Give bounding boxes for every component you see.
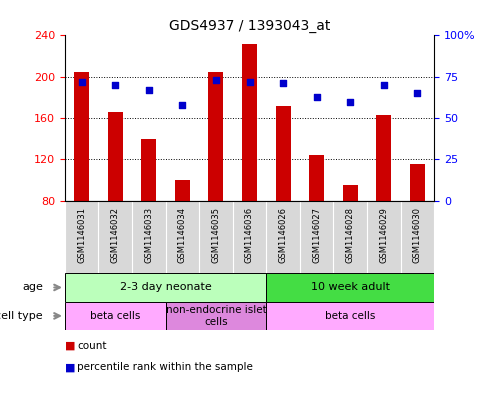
Bar xyxy=(209,72,224,201)
Point xyxy=(212,77,220,83)
Bar xyxy=(65,273,266,302)
Point xyxy=(246,79,253,85)
Text: non-endocrine islet
cells: non-endocrine islet cells xyxy=(166,305,266,327)
Point xyxy=(178,102,186,108)
Text: GSM1146032: GSM1146032 xyxy=(111,207,120,263)
Bar xyxy=(141,139,156,201)
Point xyxy=(413,90,421,96)
Bar xyxy=(65,302,166,330)
Bar xyxy=(242,44,257,201)
Point xyxy=(78,79,86,85)
Point xyxy=(380,82,388,88)
Bar xyxy=(309,155,324,201)
Bar xyxy=(376,115,391,201)
Text: GSM1146034: GSM1146034 xyxy=(178,207,187,263)
Bar xyxy=(275,106,290,201)
Text: GSM1146036: GSM1146036 xyxy=(245,207,254,263)
Bar xyxy=(74,72,89,201)
Point xyxy=(111,82,119,88)
Text: cell type: cell type xyxy=(0,311,43,321)
Title: GDS4937 / 1393043_at: GDS4937 / 1393043_at xyxy=(169,19,330,33)
Text: GSM1146030: GSM1146030 xyxy=(413,207,422,263)
Text: ■: ■ xyxy=(65,341,75,351)
Text: percentile rank within the sample: percentile rank within the sample xyxy=(77,362,253,373)
Point xyxy=(346,98,354,105)
Bar xyxy=(343,185,358,201)
Point xyxy=(279,80,287,86)
Bar xyxy=(166,302,266,330)
Bar xyxy=(108,112,123,201)
Text: GSM1146028: GSM1146028 xyxy=(346,207,355,263)
Text: GSM1146029: GSM1146029 xyxy=(379,207,388,263)
Text: beta cells: beta cells xyxy=(325,311,375,321)
Bar xyxy=(410,163,425,201)
Bar xyxy=(175,180,190,201)
Bar xyxy=(266,273,434,302)
Text: count: count xyxy=(77,341,107,351)
Text: GSM1146027: GSM1146027 xyxy=(312,207,321,263)
Text: beta cells: beta cells xyxy=(90,311,140,321)
Text: GSM1146035: GSM1146035 xyxy=(212,207,221,263)
Bar xyxy=(266,302,434,330)
Point xyxy=(313,94,321,100)
Point xyxy=(145,87,153,93)
Text: 2-3 day neonate: 2-3 day neonate xyxy=(120,283,212,292)
Text: GSM1146033: GSM1146033 xyxy=(144,207,153,263)
Text: 10 week adult: 10 week adult xyxy=(311,283,390,292)
Text: ■: ■ xyxy=(65,362,75,373)
Text: age: age xyxy=(22,283,43,292)
Text: GSM1146031: GSM1146031 xyxy=(77,207,86,263)
Text: GSM1146026: GSM1146026 xyxy=(278,207,287,263)
